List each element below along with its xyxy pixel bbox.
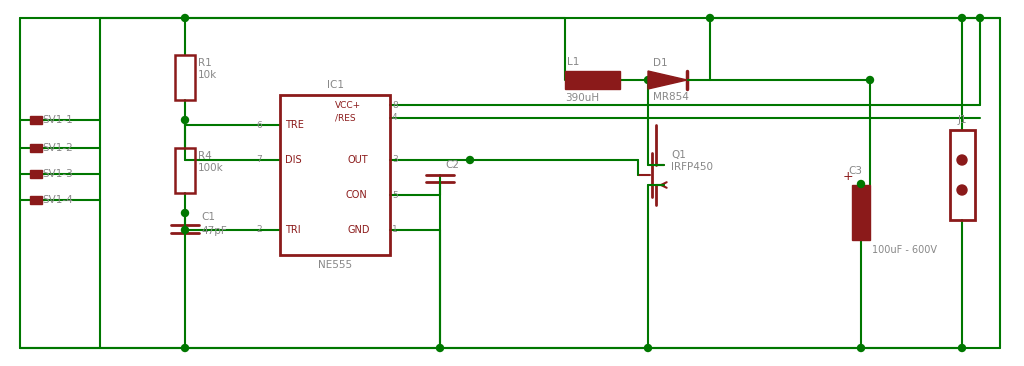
Text: CON: CON [345, 190, 367, 200]
Circle shape [957, 185, 967, 195]
Text: C3: C3 [848, 166, 862, 176]
Bar [175, 148, 195, 193]
Text: TRI: TRI [285, 225, 301, 235]
Text: 1: 1 [392, 225, 397, 235]
Text: OUT: OUT [348, 155, 369, 165]
Text: 4: 4 [392, 113, 397, 123]
Circle shape [857, 344, 864, 351]
Circle shape [857, 180, 864, 187]
Text: R1: R1 [198, 58, 212, 68]
Text: SV1-4: SV1-4 [42, 195, 73, 205]
Text: Q1: Q1 [671, 150, 686, 160]
Polygon shape [648, 71, 687, 89]
Text: D1: D1 [653, 58, 668, 68]
Bar [30, 144, 42, 152]
Text: 8: 8 [392, 101, 397, 109]
Circle shape [644, 76, 651, 83]
Text: /RES: /RES [335, 113, 355, 123]
Text: 100k: 100k [198, 163, 224, 173]
Bar [950, 130, 975, 220]
Circle shape [866, 76, 873, 83]
Text: R4: R4 [198, 151, 212, 161]
Bar [852, 185, 870, 240]
Text: MR854: MR854 [653, 92, 689, 102]
Text: GND: GND [348, 225, 371, 235]
Text: 6: 6 [256, 120, 262, 130]
Bar [30, 170, 42, 178]
Text: J1: J1 [957, 115, 967, 125]
Text: 100uF - 600V: 100uF - 600V [872, 245, 937, 255]
Circle shape [181, 209, 188, 217]
Circle shape [467, 157, 473, 164]
Text: DIS: DIS [285, 155, 302, 165]
Circle shape [957, 155, 967, 165]
Text: 47pF: 47pF [201, 226, 226, 236]
Text: 2: 2 [256, 225, 262, 235]
Text: +: + [843, 171, 853, 183]
Text: SV1-2: SV1-2 [42, 143, 73, 153]
Text: NE555: NE555 [317, 260, 352, 270]
Bar [280, 95, 390, 255]
Circle shape [958, 344, 966, 351]
Bar [565, 71, 620, 89]
Circle shape [958, 15, 966, 22]
Text: SV1-3: SV1-3 [42, 169, 73, 179]
Text: 5: 5 [392, 190, 397, 199]
Circle shape [977, 15, 983, 22]
Bar [30, 116, 42, 124]
Circle shape [707, 15, 714, 22]
Text: 3: 3 [392, 156, 397, 164]
Text: 10k: 10k [198, 70, 217, 80]
Circle shape [181, 116, 188, 123]
Circle shape [181, 344, 188, 351]
Circle shape [436, 344, 443, 351]
Text: 390uH: 390uH [565, 93, 599, 103]
Text: SV1-1: SV1-1 [42, 115, 73, 125]
Text: TRE: TRE [285, 120, 304, 130]
Text: IC1: IC1 [327, 80, 343, 90]
Text: 7: 7 [256, 156, 262, 164]
Text: L1: L1 [567, 57, 580, 67]
Circle shape [644, 344, 651, 351]
Circle shape [181, 15, 188, 22]
Text: VCC+: VCC+ [335, 101, 361, 109]
Text: C1: C1 [201, 212, 215, 222]
Text: C2: C2 [445, 160, 459, 170]
Text: IRFP450: IRFP450 [671, 162, 713, 172]
Circle shape [181, 227, 188, 234]
Bar [175, 55, 195, 100]
Bar [30, 196, 42, 204]
